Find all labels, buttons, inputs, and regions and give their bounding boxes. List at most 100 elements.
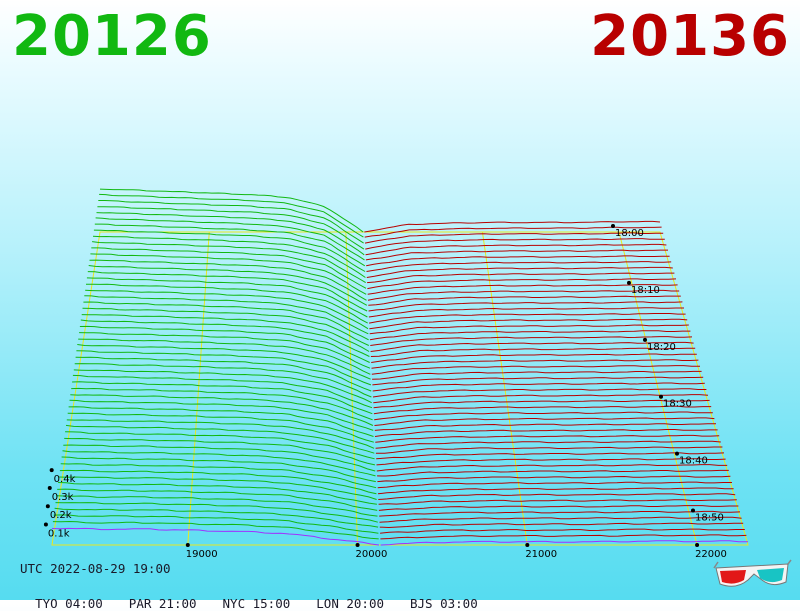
bid-depth-line	[62, 450, 376, 477]
3d-glasses-icon[interactable]	[712, 558, 792, 594]
bid-depth-line	[75, 356, 372, 392]
ask-depth-line	[366, 255, 670, 267]
bid-depth-line	[53, 514, 379, 534]
ask-depth-line	[368, 307, 684, 318]
bid-depth-line	[90, 253, 367, 295]
bid-depth-line	[60, 463, 377, 489]
bid-depth-line	[59, 469, 377, 495]
bid-depth-line	[74, 363, 372, 398]
bid-depth-line	[67, 412, 374, 443]
ask-depth-line	[370, 341, 694, 352]
ask-depth-line	[379, 516, 742, 523]
ask-depth-line	[371, 353, 697, 363]
bid-depth-line	[56, 495, 378, 517]
bid-depth-line	[65, 424, 375, 454]
axis-ticks: 19000 20000 21000 22000 18:00 18:10 18:20 18:30…	[43, 224, 727, 560]
bid-depth-line	[96, 212, 365, 256]
bid-depth-line	[88, 265, 368, 306]
ask-depth-line	[369, 324, 689, 335]
time-tick-dot	[611, 224, 615, 228]
bid-depth-line	[78, 338, 371, 375]
bid-depth-line	[99, 193, 364, 238]
ask-depth-line	[378, 493, 736, 500]
ask-depth-line	[380, 540, 748, 546]
time-tick-dot	[675, 451, 679, 456]
time-tick-label: 18:50	[695, 513, 724, 524]
time-tick-dot	[643, 337, 647, 342]
bid-depth-line	[93, 229, 366, 272]
ask-depth-line	[367, 284, 678, 295]
ask-depth-line	[368, 295, 681, 306]
volume-tick-dot	[43, 522, 48, 527]
bid-depth-line	[80, 319, 370, 357]
ask-depth-line	[367, 289, 680, 301]
ask-depth-line	[369, 318, 688, 330]
bid-depth-line	[68, 406, 374, 437]
ask-depth-line	[366, 266, 673, 278]
time-tick-dot	[627, 280, 631, 285]
bid-depth-line	[79, 325, 370, 363]
ask-depth-line	[376, 452, 725, 460]
ask-depth-line	[372, 382, 705, 392]
bid-depth-line	[64, 437, 376, 466]
bid-depth-line	[85, 289, 369, 330]
bid-depth-line	[55, 502, 378, 523]
bid-depth-line	[65, 431, 375, 460]
ask-depth-line	[373, 399, 710, 409]
bid-depth-line	[58, 476, 377, 500]
depth-lines	[51, 188, 748, 546]
bid-depth-line	[86, 277, 368, 318]
time-tick-dot	[691, 508, 695, 513]
ask-depth-line	[379, 510, 741, 517]
city-time-nyc: NYC 15:00	[222, 596, 291, 611]
bid-depth-line	[95, 217, 365, 261]
ask-depth-line	[372, 376, 704, 386]
ask-depth-line	[375, 446, 723, 454]
bid-depth-line	[99, 188, 364, 233]
ask-depth-line	[374, 417, 715, 426]
ask-depth-line	[364, 220, 661, 233]
bid-depth-line	[91, 247, 367, 289]
volume-tick-dot	[47, 486, 52, 491]
bid-depth-line	[79, 332, 371, 369]
ask-depth-line	[377, 469, 729, 477]
utc-time: UTC 2022-08-29 19:00	[20, 561, 171, 576]
bid-depth-line	[72, 381, 373, 415]
ask-depth-line	[376, 464, 728, 472]
bid-depth-line	[76, 350, 372, 386]
bid-depth-line	[57, 488, 378, 511]
bid-depth-line	[71, 387, 373, 421]
ask-depth-line	[375, 440, 721, 449]
price-tick-label: 21000	[525, 549, 557, 560]
ask-depth-line	[374, 423, 716, 431]
volume-tick-label: 0.4k	[54, 474, 76, 485]
bid-depth-line	[66, 419, 375, 449]
price-tick-label: 20000	[356, 549, 388, 560]
ask-depth-line	[364, 232, 664, 244]
bid-depth-line	[72, 374, 373, 409]
bid-depth-line	[97, 206, 365, 250]
volume-tick-label: 0.1k	[48, 529, 70, 540]
bid-depth-line	[94, 223, 366, 267]
ask-depth-line	[377, 481, 732, 489]
city-time-par: PAR 21:00	[128, 596, 197, 611]
ask-depth-line	[369, 313, 686, 324]
city-times: TYO 04:00 PAR 21:00 NYC 15:00 LON 20:00 BJS …	[20, 581, 504, 611]
ask-depth-line	[367, 278, 677, 290]
ask-depth-line	[372, 388, 707, 398]
ask-depth-line	[376, 458, 726, 466]
price-tick-label: 19000	[186, 549, 218, 560]
time-tick-label: 18:40	[679, 456, 708, 467]
grid-price-line	[187, 231, 210, 546]
ask-depth-line	[375, 434, 720, 443]
bid-depth-line	[89, 259, 367, 301]
bid-depth-line	[98, 200, 364, 244]
city-time-bjs: BJS 03:00	[410, 596, 478, 611]
ask-depth-line	[372, 370, 702, 380]
ask-depth-line	[374, 429, 718, 437]
bid-depth-line	[81, 314, 370, 352]
ask-depth-line	[365, 243, 667, 256]
time-tick-label: 18:20	[647, 342, 676, 353]
ask-depth-line	[367, 272, 675, 284]
volume-tick-dot	[49, 468, 54, 473]
